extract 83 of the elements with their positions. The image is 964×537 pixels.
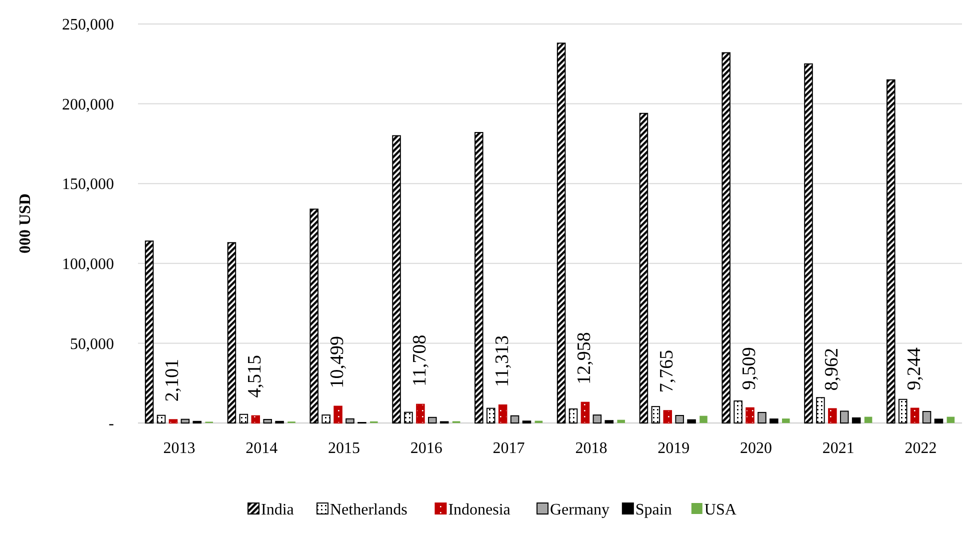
data-label: 11,313	[492, 335, 513, 387]
bar	[898, 398, 908, 424]
x-tick-label: 2021	[822, 440, 854, 457]
y-tick-label: 50,000	[70, 336, 114, 353]
bar	[510, 415, 520, 424]
y-tick-label: 200,000	[62, 96, 114, 114]
x-tick-label: 2020	[740, 440, 772, 457]
bar	[428, 416, 437, 424]
x-tick-label: 2016	[410, 440, 442, 457]
bar	[474, 132, 484, 424]
bar	[239, 414, 248, 424]
bar	[263, 418, 272, 424]
bar	[498, 404, 508, 424]
legend-label: Germany	[550, 502, 610, 519]
bar	[568, 408, 578, 424]
bar	[180, 418, 190, 424]
bar	[828, 408, 837, 424]
bar	[864, 416, 872, 423]
x-tick-label: 2017	[492, 440, 525, 457]
bar	[392, 135, 401, 424]
x-tick-label: 2014	[246, 440, 278, 457]
data-label: 8,962	[821, 348, 842, 391]
x-tick-label: 2022	[904, 440, 937, 457]
bar	[782, 418, 790, 423]
bar	[840, 410, 849, 424]
data-label: 4,515	[244, 355, 266, 398]
bar	[922, 411, 932, 424]
legend-label: Netherlands	[330, 502, 408, 519]
data-label: 11,708	[409, 334, 430, 386]
bar	[687, 419, 696, 424]
x-tick-label: 2018	[575, 440, 608, 457]
bar	[617, 420, 625, 423]
bar	[734, 400, 742, 424]
bar	[404, 412, 413, 424]
legend-label: Indonesia	[448, 502, 510, 519]
bar	[168, 419, 178, 424]
legend-label: USA	[704, 502, 737, 519]
bar	[804, 63, 813, 424]
bar	[156, 414, 166, 424]
data-label: 2,101	[162, 358, 184, 402]
bar	[663, 410, 672, 424]
bar	[886, 79, 896, 424]
bar	[251, 415, 260, 424]
bar	[310, 208, 318, 424]
bar	[580, 402, 590, 424]
bar	[946, 416, 955, 423]
legend-label: Spain	[635, 502, 672, 519]
bar	[346, 418, 354, 424]
y-axis-title: 000 USD	[17, 193, 34, 254]
x-tick-label: 2013	[163, 440, 196, 457]
bar	[416, 404, 425, 424]
bar	[144, 240, 154, 424]
bar	[934, 418, 944, 424]
bar	[592, 414, 602, 424]
data-label: 9,509	[739, 347, 760, 390]
bar	[746, 407, 754, 424]
bar	[675, 415, 684, 424]
bar	[604, 420, 614, 424]
x-tick-label: 2019	[658, 440, 690, 457]
bar	[639, 112, 648, 424]
bar	[334, 406, 342, 424]
data-label: 7,765	[656, 350, 678, 393]
bar	[651, 406, 660, 424]
bar	[556, 42, 566, 424]
bar	[700, 416, 708, 423]
bar	[816, 397, 825, 424]
bar	[486, 408, 496, 424]
bar	[770, 418, 778, 424]
bar	[910, 408, 920, 424]
bar	[227, 242, 236, 424]
bar	[322, 414, 330, 424]
data-label: 10,499	[327, 336, 348, 388]
bar	[722, 52, 730, 424]
x-tick-label: 2015	[328, 440, 360, 457]
data-label: 9,244	[904, 346, 925, 390]
y-tick-label: 100,000	[62, 256, 114, 273]
data-label: 12,958	[574, 332, 596, 384]
bar	[852, 417, 861, 424]
y-tick-label: -	[108, 416, 114, 433]
y-tick-label: 250,000	[62, 16, 114, 34]
legend-label: India	[261, 502, 294, 519]
y-tick-label: 150,000	[62, 176, 114, 194]
bar	[758, 412, 766, 424]
